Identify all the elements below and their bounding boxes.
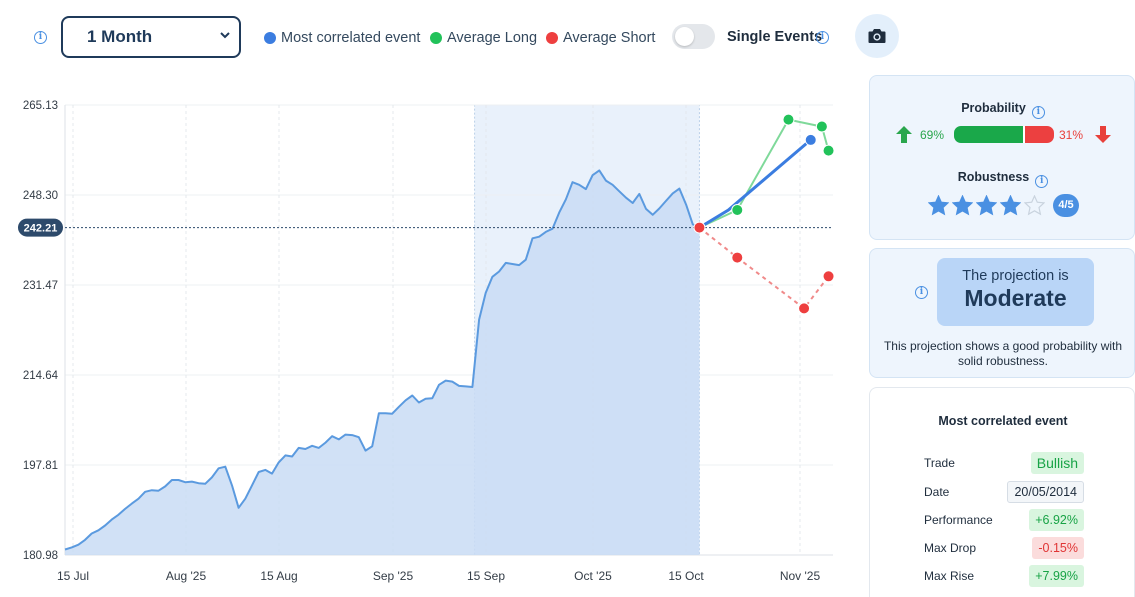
average-short-point	[798, 302, 811, 315]
info-icon[interactable]: i	[1035, 175, 1049, 188]
average-short-point	[822, 270, 835, 283]
most-correlated-line	[698, 138, 812, 229]
legend-dot-icon	[546, 32, 558, 44]
short-probability: 31%	[1059, 128, 1084, 142]
x-tick-label: Sep '25	[373, 569, 414, 583]
x-tick-label: Nov '25	[780, 569, 821, 583]
event-row-max-drop: Max Drop -0.15%	[924, 537, 1084, 559]
average-short-point	[731, 251, 744, 264]
star-empty-icon	[1024, 194, 1045, 215]
arrow-up-icon	[896, 126, 912, 143]
projection-panel: i The projection is Moderate This projec…	[869, 248, 1135, 378]
probability-row: 69% 31%	[896, 126, 1116, 144]
x-tick-label: 15 Oct	[668, 569, 704, 583]
price-area	[65, 170, 700, 555]
probability-panel: Probability i 69% 31% Robustness i 4/5	[869, 75, 1135, 240]
y-tick-label: 197.81	[23, 460, 58, 472]
y-tick-label: 248.30	[23, 190, 58, 202]
info-icon[interactable]: i	[1031, 106, 1045, 119]
x-tick-label: 15 Sep	[467, 569, 505, 583]
probability-title: Probability i	[870, 101, 1135, 119]
legend-average-short[interactable]: Average Short	[546, 29, 655, 47]
y-tick-label: 231.47	[23, 280, 58, 292]
current-value-badge	[18, 218, 63, 237]
probability-bar-long	[954, 126, 1023, 143]
legend-average-long[interactable]: Average Long	[430, 29, 537, 47]
info-icon[interactable]: i	[816, 31, 829, 44]
event-row-performance: Performance +6.92%	[924, 509, 1084, 531]
price-line	[64, 169, 700, 551]
average-short-line	[698, 226, 830, 310]
trade-badge: Bullish	[1030, 452, 1084, 474]
projection-origin-point	[693, 221, 706, 234]
star-filled-icon	[1000, 194, 1021, 215]
info-icon[interactable]: i	[34, 31, 47, 44]
event-row-date: Date 20/05/2014	[924, 481, 1084, 503]
arrow-down-icon	[1095, 126, 1111, 143]
max-rise-value: +7.99%	[1029, 565, 1084, 587]
projection-label: The projection is	[962, 268, 1069, 284]
average-long-point	[822, 144, 835, 157]
x-tick-label: 15 Aug	[260, 569, 297, 583]
performance-value: +6.92%	[1029, 509, 1084, 531]
single-events-toggle[interactable]	[672, 24, 715, 49]
star-filled-icon	[928, 194, 949, 215]
legend-dot-icon	[430, 32, 442, 44]
probability-bar-short	[1025, 126, 1054, 143]
probability-bar	[954, 126, 1054, 143]
star-filled-icon	[976, 194, 997, 215]
max-drop-value: -0.15%	[1032, 537, 1084, 559]
legend-label: Average Long	[447, 30, 538, 46]
period-select[interactable]: 1 Month	[61, 16, 241, 58]
info-icon[interactable]: i	[915, 286, 928, 299]
most-correlated-point	[804, 133, 817, 146]
average-long-point	[815, 120, 828, 133]
camera-icon	[868, 29, 886, 43]
y-tick-label: 214.64	[23, 370, 59, 382]
robustness-stars	[928, 193, 1048, 217]
projection-description: This projection shows a good probability…	[883, 339, 1123, 368]
date-value: 20/05/2014	[1007, 481, 1084, 503]
robustness-title: Robustness i	[870, 170, 1135, 188]
robustness-badge: 4/5	[1053, 194, 1079, 217]
price-chart[interactable]: 265.13 248.30 231.47 214.64 197.81 180.98 15 J…	[0, 75, 862, 597]
screenshot-button[interactable]	[855, 14, 899, 58]
current-value-label: 242.21	[24, 223, 58, 235]
x-tick-label: Oct '25	[574, 569, 612, 583]
long-probability: 69%	[920, 128, 945, 142]
x-tick-label: Aug '25	[166, 569, 207, 583]
star-filled-icon	[952, 194, 973, 215]
legend-label: Average Short	[563, 30, 656, 46]
x-tick-label: 15 Jul	[57, 569, 89, 583]
y-tick-label: 180.98	[23, 550, 58, 562]
chart-toolbar: i 1 Month Most correlated event Average …	[0, 0, 1135, 75]
event-row-trade: Trade Bullish	[924, 452, 1084, 474]
projection-rating: Moderate	[964, 285, 1067, 311]
single-events-label: Single Events	[727, 29, 823, 45]
price-chart-svg: 265.13 248.30 231.47 214.64 197.81 180.98 15 J…	[18, 100, 835, 583]
average-long-point	[782, 113, 795, 126]
event-title: Most correlated event	[938, 414, 1068, 428]
y-tick-label: 265.13	[23, 100, 58, 112]
legend-label: Most correlated event	[281, 30, 421, 46]
projection-rating-box: The projection is Moderate	[937, 258, 1094, 326]
legend-most-correlated[interactable]: Most correlated event	[264, 29, 420, 47]
correlated-event-panel: Most correlated event Trade Bullish Date…	[869, 387, 1135, 597]
chevron-down-icon	[219, 29, 231, 44]
period-select-value: 1 Month	[87, 27, 153, 46]
event-row-max-rise: Max Rise +7.99%	[924, 565, 1084, 587]
legend-dot-icon	[264, 32, 276, 44]
average-long-point	[731, 203, 744, 216]
toggle-knob	[675, 27, 694, 46]
